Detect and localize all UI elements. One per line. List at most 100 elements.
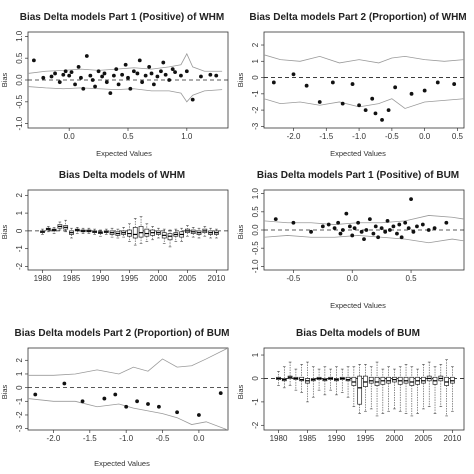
data-point	[184, 69, 189, 74]
x-tick-label: -1.5	[319, 132, 333, 141]
y-tick-label: 0.5	[251, 206, 260, 218]
data-point	[147, 65, 152, 69]
data-point	[344, 211, 349, 216]
x-tick-label: 1.0	[181, 132, 193, 141]
data-point	[120, 72, 125, 77]
data-point	[88, 73, 93, 78]
panel-title: Bias Delta models of BUM	[296, 328, 420, 339]
y-tick-label: 2	[251, 42, 260, 47]
x-axis-label: Expected Values	[330, 149, 386, 158]
y-tick-label: 0	[251, 75, 260, 80]
y-tick-label: -1	[251, 90, 260, 98]
plot-marks	[264, 359, 464, 417]
plot-area-whm-delta: 1980 1985 1990 1995 2000 2005 2010 -2 -1 0 1 2	[15, 189, 229, 283]
data-point	[90, 78, 95, 82]
data-point	[218, 391, 223, 395]
data-point	[399, 235, 404, 240]
y-tick-label: 1	[251, 59, 260, 64]
x-tick-label: 1985	[299, 434, 317, 443]
plot-frame	[263, 31, 465, 129]
data-point	[330, 80, 335, 85]
data-point	[61, 72, 66, 77]
data-point	[135, 71, 140, 76]
data-point	[291, 220, 296, 225]
data-point	[197, 413, 201, 417]
plot-area-whm-part2: -2.0 -1.5 -1.0 -0.5 0.0 0.5 -3 -2 -1 0 1 2	[251, 31, 465, 141]
y-tick-label: 0.5	[15, 52, 24, 64]
data-point	[161, 60, 166, 65]
plot-frame	[27, 347, 229, 431]
data-point	[422, 88, 427, 93]
data-point	[199, 74, 203, 79]
upper-envelope-line	[28, 348, 228, 376]
data-point	[123, 62, 128, 67]
data-point	[426, 228, 431, 232]
x-axis-label: Expected Values	[96, 149, 152, 158]
data-point	[403, 220, 408, 225]
x-tick-label: 0.0	[347, 274, 359, 283]
data-point	[126, 75, 130, 80]
data-point	[81, 86, 86, 91]
data-point	[67, 73, 72, 78]
data-point	[357, 103, 361, 108]
y-axis-label: Bias	[236, 72, 245, 87]
x-tick-label: 0.5	[405, 274, 417, 283]
data-point	[146, 402, 150, 406]
x-tick-label: 2010	[444, 434, 462, 443]
x-tick-label: -1.0	[119, 434, 133, 443]
y-axis-label: Bias	[0, 384, 9, 399]
data-point	[347, 224, 352, 229]
y-tick-label: -0.5	[15, 94, 24, 108]
plot-area-bum-part2: -2.0 -1.5 -1.0 -0.5 0.0 -3 -2 -1 0 1 2	[15, 347, 229, 443]
data-point	[338, 231, 343, 236]
x-tick-label: -2.0	[47, 434, 61, 443]
box	[138, 226, 144, 238]
data-point	[363, 108, 368, 113]
data-point	[111, 73, 116, 78]
panel-whm-part2: Bias Delta models Part 2 (Proportion) of…	[236, 12, 467, 158]
panel-whm-delta: Bias Delta models of WHM Bias 1980 1985 19…	[0, 170, 229, 283]
panel-title: Bias Delta models Part 2 (Proportion) of…	[14, 328, 229, 339]
data-point	[124, 404, 129, 409]
upper-envelope-line	[264, 54, 464, 64]
data-point	[63, 69, 68, 74]
x-tick-label: 0.0	[64, 132, 76, 141]
data-point	[80, 399, 85, 404]
panel-bum-part2: Bias Delta models Part 2 (Proportion) of…	[0, 328, 230, 468]
x-tick-label: 2005	[415, 434, 433, 443]
plot-marks	[28, 216, 228, 248]
panel-bum-part1: Bias Delta models Part 1 (Positive) of B…	[236, 170, 465, 310]
data-point	[190, 97, 195, 102]
x-tick-label: 0.0	[419, 132, 431, 141]
x-tick-label: -1.5	[83, 434, 97, 443]
y-tick-label: -3	[15, 425, 24, 433]
data-point	[113, 392, 118, 397]
lower-envelope-line	[28, 398, 228, 430]
x-tick-label: 1985	[63, 274, 81, 283]
data-point	[350, 233, 355, 238]
data-point	[151, 82, 156, 87]
y-tick-label: -2	[251, 421, 260, 429]
data-point	[350, 82, 355, 86]
data-point	[326, 222, 331, 227]
panel-title: Bias Delta models Part 1 (Positive) of B…	[257, 170, 459, 181]
data-point	[69, 70, 74, 75]
data-point	[409, 197, 413, 201]
data-point	[155, 74, 160, 79]
data-point	[332, 226, 337, 231]
y-tick-label: -3	[251, 122, 260, 130]
data-point	[386, 108, 391, 113]
data-point	[108, 91, 113, 95]
data-point	[41, 75, 46, 80]
y-tick-label: 1	[15, 210, 24, 215]
x-tick-label: 2000	[386, 434, 404, 443]
panel-title: Bias Delta models Part 2 (Proportion) of…	[249, 12, 466, 23]
panel-title: Bias Delta models of WHM	[59, 170, 185, 181]
data-point	[100, 74, 105, 79]
y-tick-label: 0.0	[251, 224, 260, 236]
y-tick-label: -1	[15, 397, 24, 405]
data-point	[76, 65, 81, 69]
data-point	[149, 71, 154, 76]
data-point	[33, 392, 38, 397]
